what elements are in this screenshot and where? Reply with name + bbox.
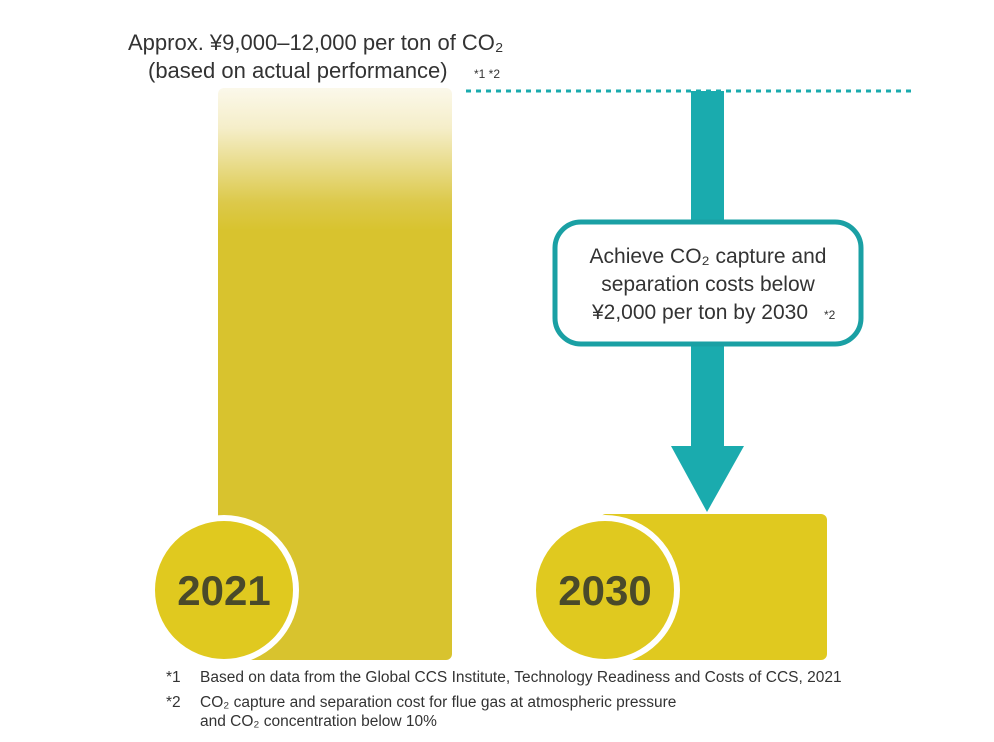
callout-line-3: ¥2,000 per ton by 2030: [591, 301, 808, 324]
year-circle-2030: [530, 515, 680, 665]
footnote-2-text: CO₂ capture and separation cost for flue…: [200, 694, 677, 730]
footnote-2: *2 CO₂ capture and separation cost for f…: [166, 693, 966, 731]
footnote-1-text: Based on data from the Global CCS Instit…: [200, 669, 842, 686]
footnote-2-mark: *2: [166, 694, 181, 711]
callout-note-ref: *2: [824, 308, 836, 322]
bar-2021: [218, 88, 452, 660]
year-label-2021: 2021: [177, 567, 270, 614]
callout-line-1: Achieve CO₂ capture and: [590, 245, 827, 268]
footnote-1-mark: *1: [166, 669, 181, 686]
bar-2021-label-line2: (based on actual performance): [148, 58, 448, 83]
bar-2021-note-refs: *1 *2: [474, 67, 500, 81]
year-label-2030: 2030: [558, 567, 651, 614]
year-circle-2021: [149, 515, 299, 665]
arrow-head: [671, 446, 744, 512]
footnote-1: *1 Based on data from the Global CCS Ins…: [166, 668, 966, 687]
callout-line-2: separation costs below: [601, 273, 815, 296]
bar-2021-label: Approx. ¥9,000–12,000 per ton of CO₂: [128, 30, 503, 55]
footnotes: *1 Based on data from the Global CCS Ins…: [166, 668, 966, 737]
target-callout-box: [552, 219, 864, 347]
